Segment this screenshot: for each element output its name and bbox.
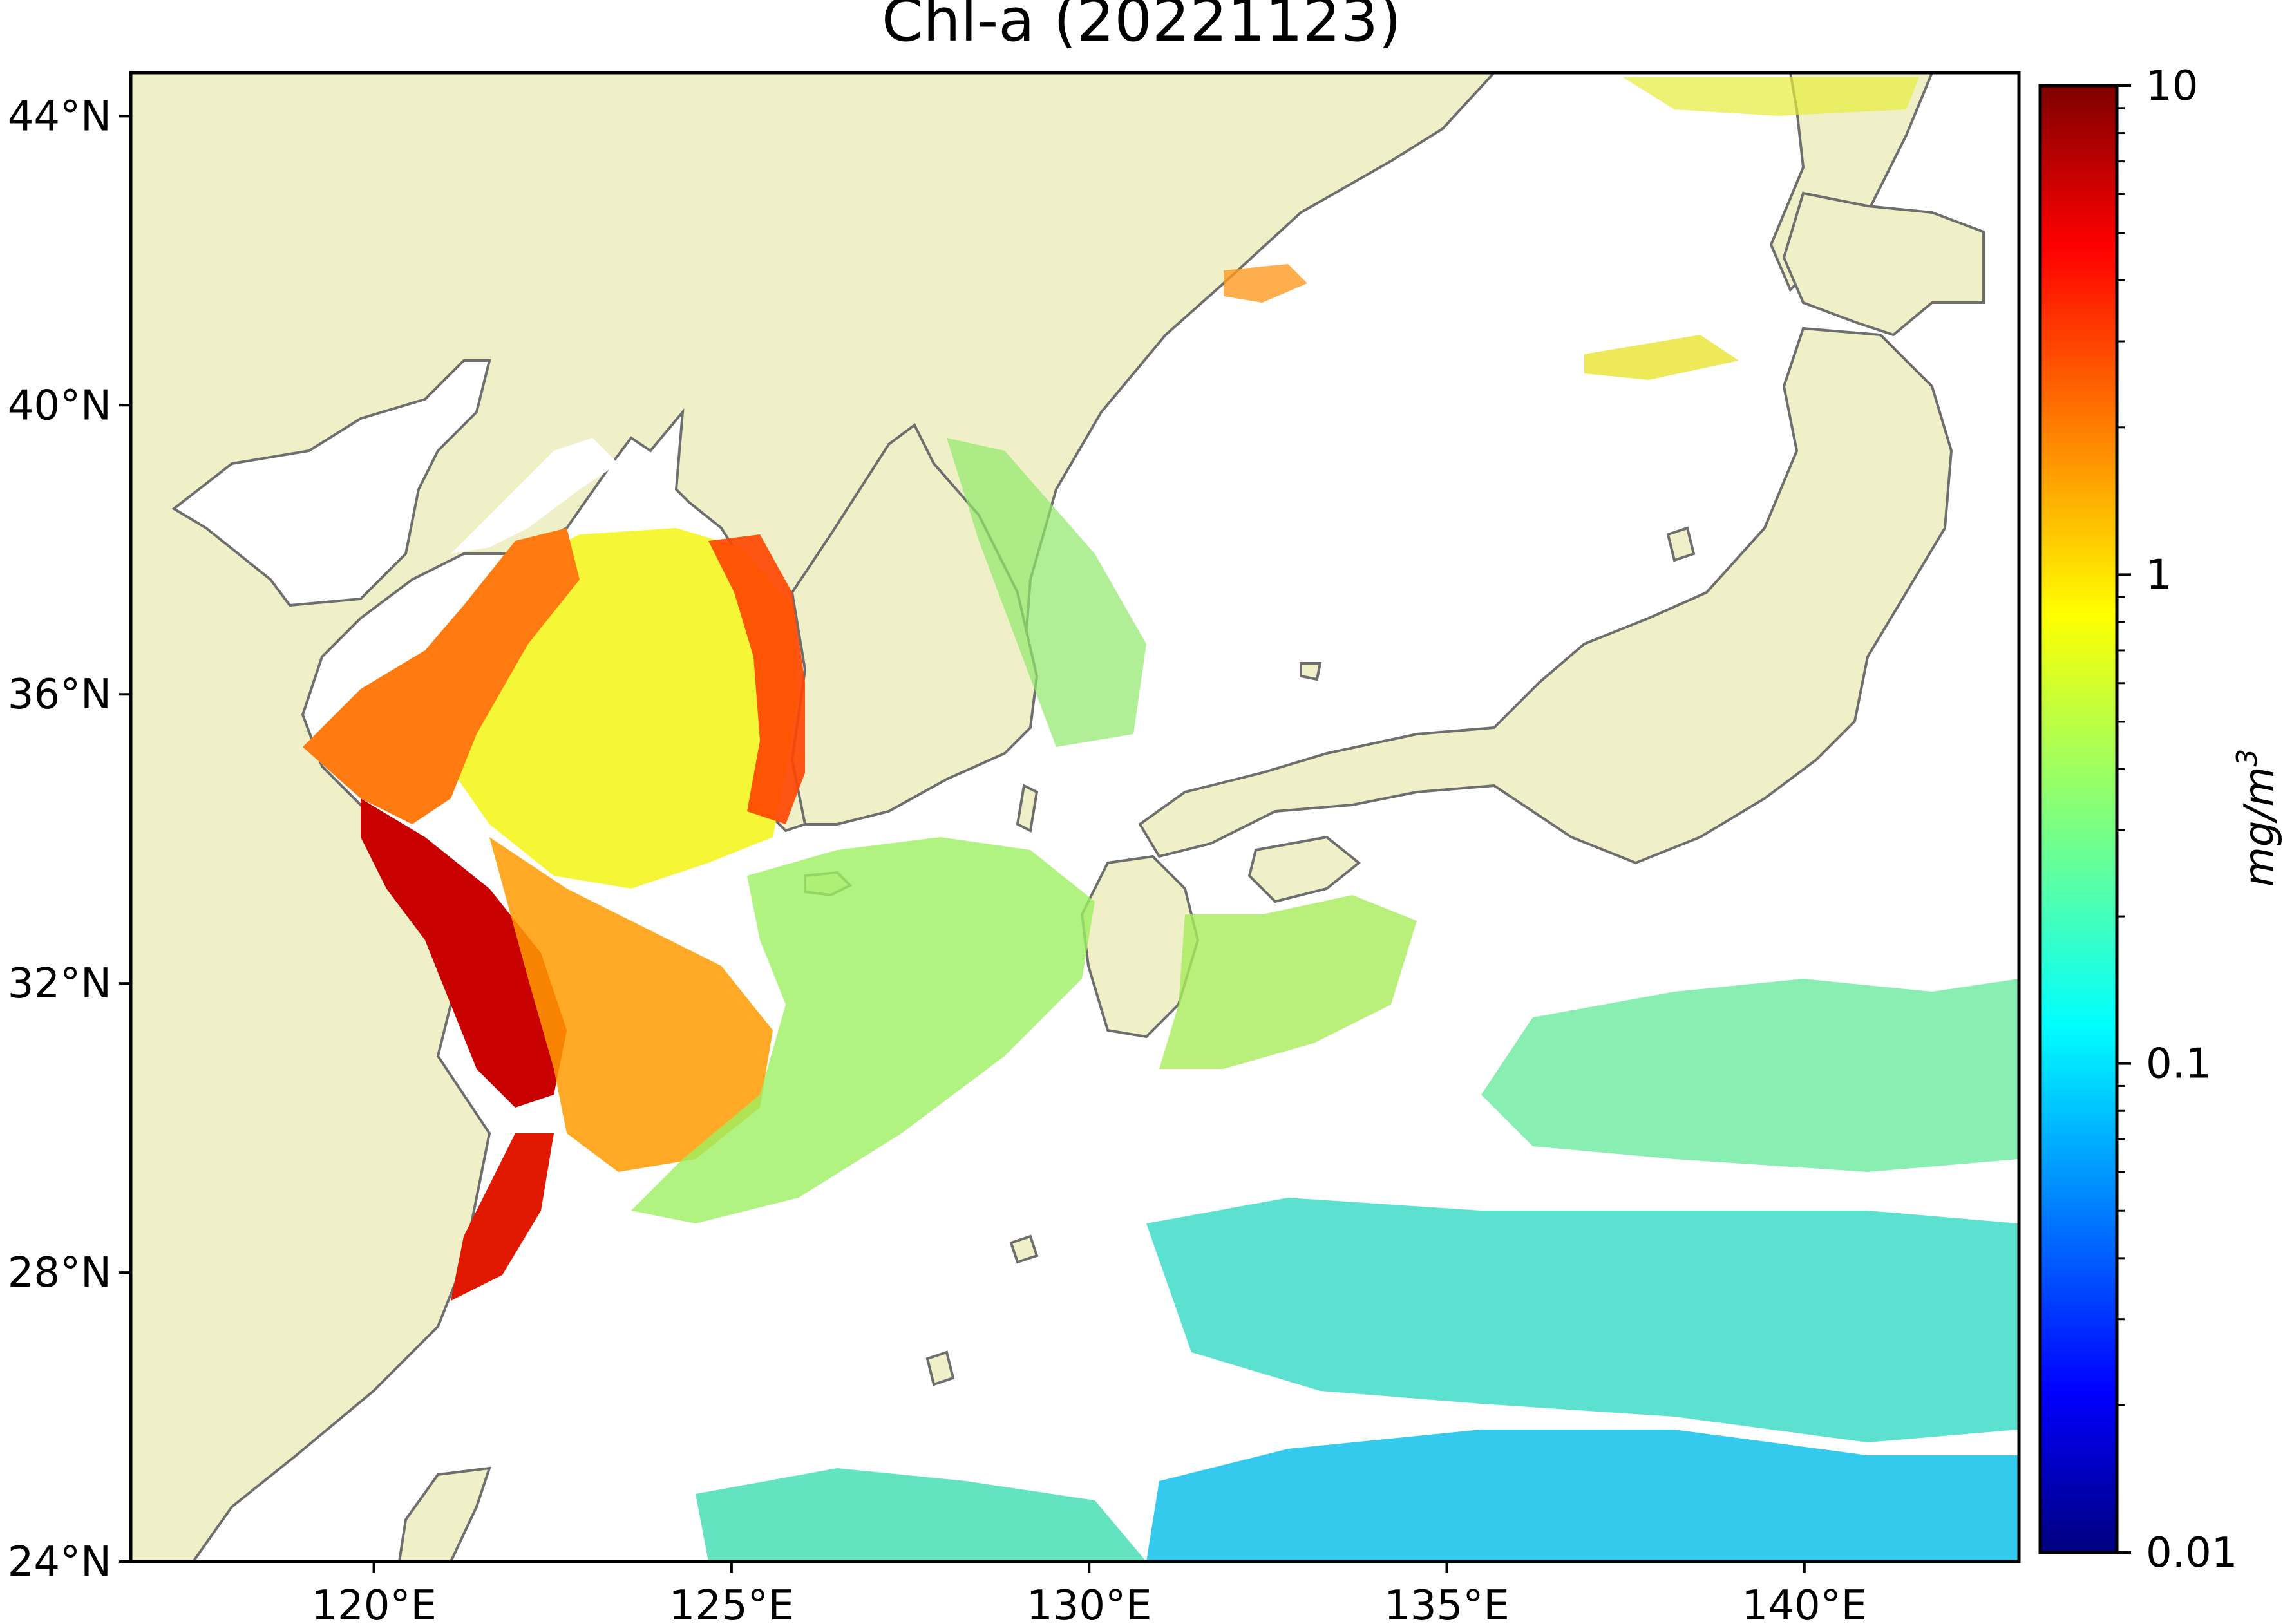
- lat-tick-label: 24°N: [8, 1538, 111, 1586]
- lat-tick-label: 44°N: [8, 93, 111, 140]
- hokkaido: [1782, 191, 1985, 337]
- colorbar-frame: [2038, 84, 2119, 1554]
- chl-east-china-orange: [489, 837, 773, 1172]
- lat-tick-label: 40°N: [8, 382, 111, 430]
- lon-tick-label: 140°E: [1742, 1582, 1868, 1624]
- oki-island: [1300, 662, 1322, 681]
- lon-tick-label: 125°E: [669, 1582, 795, 1624]
- chl-korea-coast-red: [708, 534, 805, 824]
- colorbar-tick-label: 0.01: [2146, 1529, 2238, 1577]
- shikoku: [1247, 835, 1361, 903]
- map-frame: [129, 71, 2021, 1563]
- lat-tick-label: 36°N: [8, 671, 111, 719]
- longitude-axis: 120°E 125°E 130°E 135°E 140°E: [311, 1562, 1867, 1624]
- chl-pacific-teal: [1146, 1198, 2019, 1442]
- chl-zhejiang-red: [451, 1133, 554, 1301]
- colorbar-unit-label: mg/m3: [2231, 749, 2283, 887]
- map-area: [131, 73, 2019, 1562]
- chl-pacific-cyan: [1146, 1430, 2019, 1562]
- colorbar-ticks: 10 1 0.1 0.01: [2117, 62, 2238, 1577]
- colorbar-tick-label: 1: [2146, 551, 2172, 599]
- lon-tick-label: 135°E: [1384, 1582, 1510, 1624]
- latitude-axis: 44°N 40°N 36°N 32°N 28°N 24°N: [8, 93, 131, 1586]
- colorbar-tick-label: 10: [2146, 62, 2198, 110]
- lon-tick-label: 130°E: [1027, 1582, 1152, 1624]
- chl-yellow-sea-orange: [303, 528, 580, 824]
- bohai-sea: [171, 359, 491, 607]
- honshu: [1138, 326, 1953, 865]
- liaodong-peninsula: [451, 438, 618, 554]
- lon-tick-label: 120°E: [311, 1582, 437, 1624]
- chl-sea-of-japan-spot1: [1224, 264, 1307, 303]
- lat-tick-label: 32°N: [8, 960, 111, 1008]
- okinawa: [925, 1350, 955, 1386]
- ryukyu-amami: [1009, 1234, 1039, 1264]
- map-title: Chl-a (20221123): [882, 0, 1401, 55]
- chl-sea-of-japan-spot2: [1584, 335, 1739, 380]
- colorbar-gradient: [2040, 86, 2117, 1553]
- chl-okhotsk-spot: [1623, 77, 1919, 116]
- lat-tick-label: 28°N: [8, 1249, 111, 1297]
- tsushima: [1016, 784, 1039, 833]
- chl-south-taiwan-teal: [696, 1468, 1146, 1562]
- colorbar: 10 1 0.1 0.01 mg/m3: [2038, 62, 2283, 1577]
- land-layer: [131, 73, 1985, 1562]
- taiwan: [397, 1466, 491, 1562]
- chl-ecs-green: [631, 837, 1095, 1223]
- sado-island: [1666, 526, 1696, 562]
- chl-jiangsu-dark: [361, 798, 567, 1108]
- chlorophyll-layer: [303, 77, 2019, 1562]
- chl-korea-east-green: [947, 438, 1146, 747]
- chl-japan-south-green: [1159, 895, 1417, 1069]
- colorbar-tick-label: 0.1: [2146, 1041, 2212, 1088]
- chl-pacific-green: [1481, 979, 2019, 1172]
